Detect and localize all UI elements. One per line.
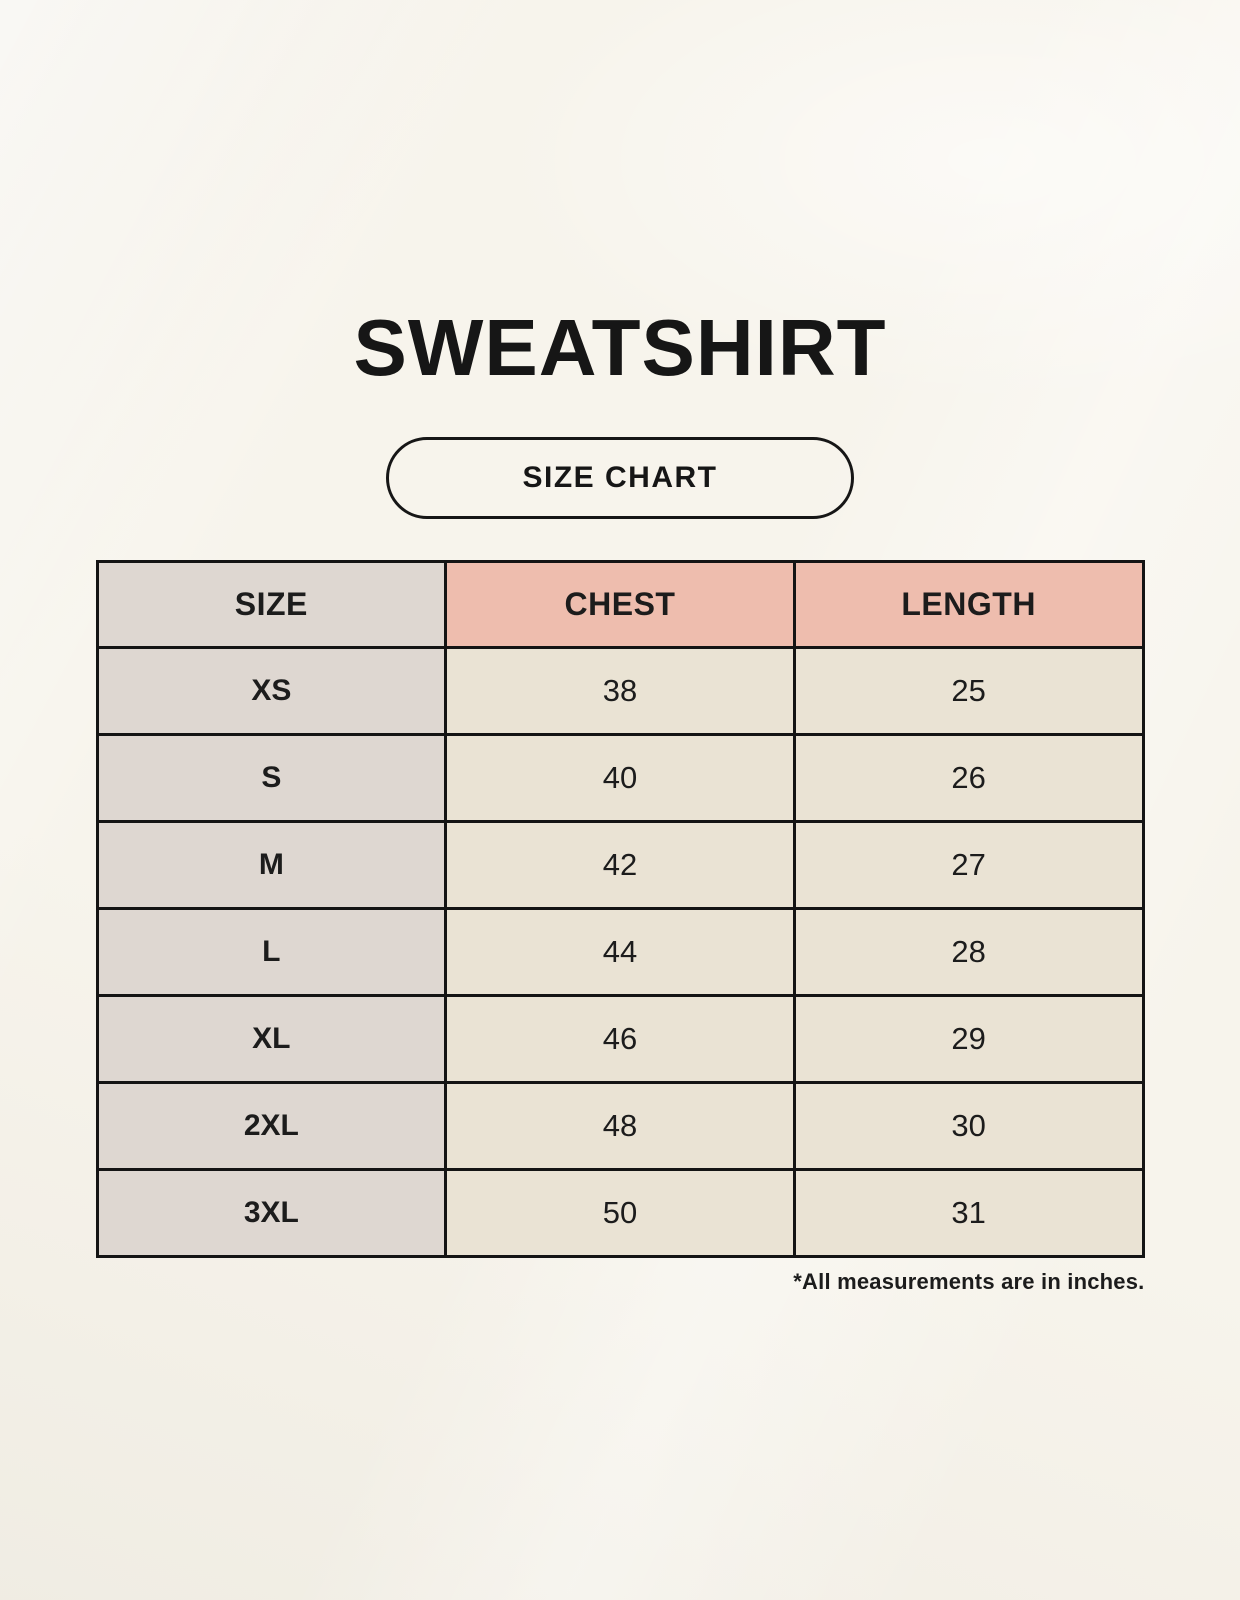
length-value-cell: 27 <box>792 820 1145 910</box>
size-cell: XL <box>95 994 448 1084</box>
size-cell: 2XL <box>95 1081 448 1171</box>
chest-value-cell: 46 <box>444 994 796 1084</box>
table-row: L 44 28 <box>95 907 1145 997</box>
size-table: SIZE CHEST LENGTH XS 38 25 S 40 26 M 42 … <box>95 560 1145 1258</box>
measurements-footnote: *All measurements are in inches. <box>793 1269 1145 1294</box>
table-row: XL 46 29 <box>95 994 1145 1084</box>
table-row: S 40 26 <box>95 733 1145 823</box>
length-value-cell: 29 <box>792 994 1145 1084</box>
size-cell: 3XL <box>95 1168 448 1258</box>
table-row: 2XL 48 30 <box>95 1081 1145 1171</box>
chest-value-cell: 40 <box>444 733 796 823</box>
chest-value-cell: 42 <box>444 820 796 910</box>
size-cell: L <box>95 907 448 997</box>
table-row: M 42 27 <box>95 820 1145 910</box>
size-cell: S <box>95 733 448 823</box>
chest-value-cell: 38 <box>444 646 796 736</box>
size-cell: M <box>95 820 448 910</box>
length-value-cell: 28 <box>792 907 1145 997</box>
table-row: XS 38 25 <box>95 646 1145 736</box>
page-title: SWEATSHIRT <box>353 303 887 392</box>
chest-value-cell: 44 <box>444 907 796 997</box>
size-chart-badge-label: SIZE CHART <box>522 461 718 494</box>
length-value-cell: 26 <box>792 733 1145 823</box>
length-value-cell: 31 <box>792 1168 1145 1258</box>
table-row: 3XL 50 31 <box>95 1168 1145 1258</box>
chest-value-cell: 48 <box>444 1081 796 1171</box>
size-cell: XS <box>95 646 448 736</box>
column-header-length: LENGTH <box>792 560 1145 649</box>
table-header-row: SIZE CHEST LENGTH <box>95 560 1145 649</box>
column-header-size: SIZE <box>95 560 448 649</box>
size-chart-badge: SIZE CHART <box>386 437 854 519</box>
length-value-cell: 30 <box>792 1081 1145 1171</box>
column-header-chest: CHEST <box>444 560 796 649</box>
length-value-cell: 25 <box>792 646 1145 736</box>
chest-value-cell: 50 <box>444 1168 796 1258</box>
